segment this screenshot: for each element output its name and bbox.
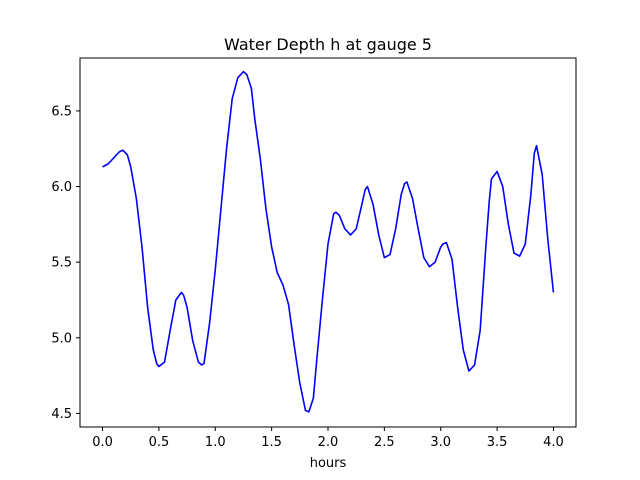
x-tick-label: 0.5 [149, 435, 170, 450]
x-tick-label: 3.0 [430, 435, 451, 450]
y-tick-label: 6.0 [51, 180, 72, 195]
x-tick-label: 1.5 [261, 435, 282, 450]
x-tick-label: 0.0 [92, 435, 113, 450]
x-tick-label: 2.5 [374, 435, 395, 450]
y-tick-label: 5.0 [51, 331, 72, 346]
x-axis-label: hours [310, 456, 347, 471]
y-axis: 4.5 5.0 5.5 6.0 6.5 [51, 104, 80, 422]
x-tick-label: 2.0 [318, 435, 339, 450]
x-tick-label: 1.0 [205, 435, 226, 450]
x-tick-label: 4.0 [543, 435, 564, 450]
x-tick-label: 3.5 [487, 435, 508, 450]
chart-title: Water Depth h at gauge 5 [224, 35, 432, 54]
y-tick-label: 6.5 [51, 104, 72, 119]
y-tick-label: 4.5 [51, 407, 72, 422]
x-axis: 0.0 0.5 1.0 1.5 2.0 2.5 3.0 3.5 4.0 [92, 427, 564, 450]
y-tick-label: 5.5 [51, 256, 72, 271]
series-line [102, 70, 555, 413]
